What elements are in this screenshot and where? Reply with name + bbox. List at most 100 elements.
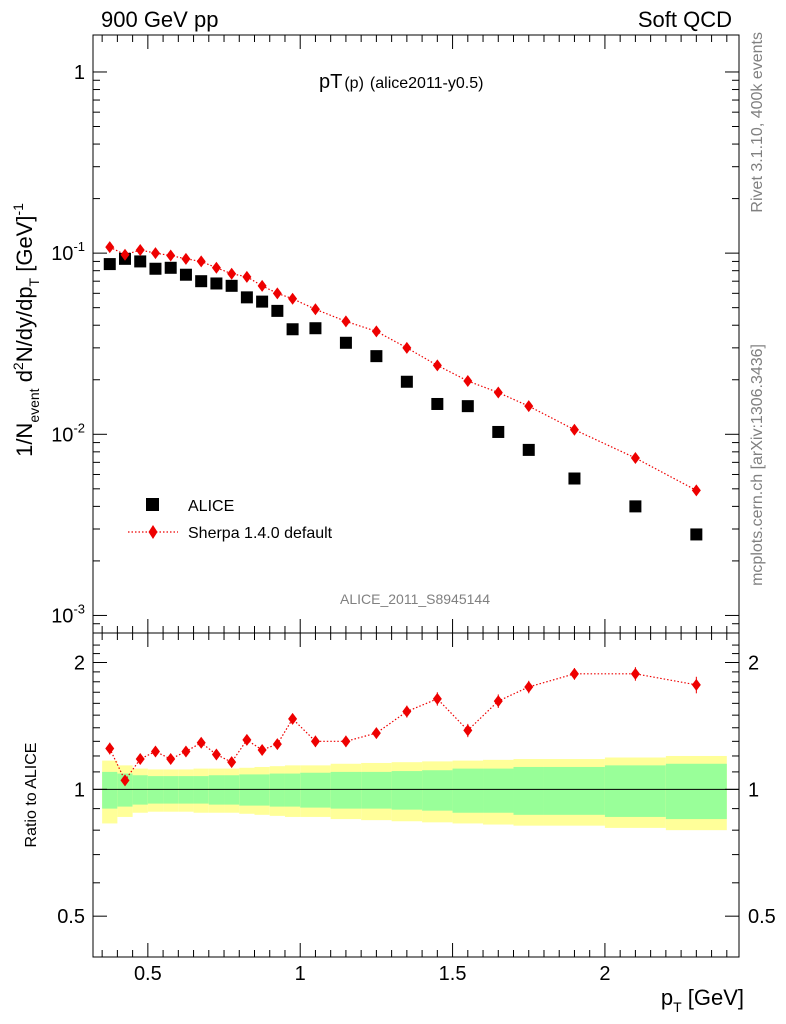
alice-data-point bbox=[309, 322, 322, 335]
alice-data-point bbox=[240, 291, 253, 304]
ylabel-part-d: [GeV] bbox=[12, 216, 37, 278]
legend-label-sherpa: Sherpa 1.4.0 default bbox=[188, 525, 333, 542]
sherpa-data-point bbox=[402, 341, 412, 354]
xlabel-sub: T bbox=[673, 999, 682, 1015]
ratio-data-point bbox=[272, 738, 282, 751]
main-y-tick-exponent: -2 bbox=[73, 420, 85, 435]
plot-title-rest: (alice2011-y0.5) bbox=[370, 75, 484, 92]
alice-data-point bbox=[103, 258, 116, 271]
alice-data-point bbox=[195, 275, 208, 288]
ylabel-part-c: N/dy/dp bbox=[12, 286, 37, 362]
main-series-layer bbox=[103, 241, 703, 541]
ylabel-part-b: d bbox=[12, 370, 37, 388]
sherpa-data-point bbox=[135, 244, 145, 257]
ratio-data-point bbox=[432, 692, 442, 705]
main-y-tick-label: 10-2 bbox=[51, 420, 85, 446]
ratio-data-point bbox=[569, 667, 579, 680]
ratio-y-tick-label-right: 0.5 bbox=[748, 906, 776, 928]
main-y-tick-label: 1 bbox=[74, 62, 85, 84]
alice-data-point bbox=[225, 279, 238, 292]
ratio-data-point bbox=[135, 753, 145, 766]
alice-data-point bbox=[568, 472, 581, 485]
ratio-data-point bbox=[493, 695, 503, 708]
ratio-stat-uncertainty-band bbox=[665, 763, 727, 820]
sherpa-data-point bbox=[341, 315, 351, 328]
legend-marker-sherpa bbox=[148, 525, 158, 539]
ratio-plot-frame bbox=[92, 632, 740, 958]
ratio-axis-ticks: 0.5 0.5 1 1 2 2 0.5 1 1.5 2 bbox=[57, 633, 776, 985]
ratio-stat-uncertainty-band bbox=[178, 776, 194, 804]
ratio-stat-uncertainty-band bbox=[330, 771, 362, 809]
alice-data-point bbox=[522, 443, 535, 456]
ratio-data-point bbox=[196, 736, 206, 749]
ylabel-sup-d: -1 bbox=[10, 203, 26, 216]
ratio-data-point bbox=[402, 705, 412, 718]
ratio-stat-uncertainty-band bbox=[543, 766, 605, 815]
ratio-data-point bbox=[341, 735, 351, 748]
alice-data-point bbox=[286, 323, 299, 336]
x-tick-label: 2 bbox=[599, 963, 610, 985]
alice-data-point bbox=[629, 500, 642, 513]
sherpa-data-point bbox=[150, 247, 160, 260]
ratio-stat-uncertainty-band bbox=[513, 766, 544, 815]
ratio-data-point bbox=[242, 733, 252, 746]
ratio-stat-uncertainty-band bbox=[284, 773, 301, 807]
ratio-data-point bbox=[166, 753, 176, 766]
main-y-tick-label: 10-1 bbox=[51, 239, 85, 265]
x-tick-label: 0.5 bbox=[134, 963, 162, 985]
ratio-stat-uncertainty-band bbox=[193, 776, 209, 804]
header-left-label: 900 GeV pp bbox=[101, 7, 218, 32]
main-y-tick-label: 10-3 bbox=[51, 601, 85, 627]
plot-title: pT (p) (alice2011-y0.5) bbox=[319, 71, 483, 93]
main-y-tick-base: 10 bbox=[51, 243, 73, 265]
sherpa-data-point bbox=[120, 248, 130, 261]
ratio-data-point bbox=[227, 756, 237, 769]
sherpa-curve bbox=[109, 246, 697, 491]
ylabel-sup-b: 2 bbox=[10, 362, 26, 370]
sherpa-data-point bbox=[432, 359, 442, 372]
x-tick-label: 1.5 bbox=[439, 963, 467, 985]
ratio-data-point bbox=[288, 712, 298, 725]
ratio-stat-uncertainty-band bbox=[163, 776, 179, 804]
header-right-label: Soft QCD bbox=[638, 7, 732, 32]
ratio-y-tick-label: 1 bbox=[74, 779, 85, 801]
ratio-data-point bbox=[211, 748, 221, 761]
main-panel: 10-310-210-11 pT (p) (alice2011-y0.5) ALIC… bbox=[10, 34, 740, 634]
ratio-data-point bbox=[371, 727, 381, 740]
sherpa-data-point bbox=[371, 325, 381, 338]
ratio-uncertainty-bands bbox=[102, 755, 727, 831]
ratio-data-point bbox=[691, 678, 701, 691]
ratio-stat-uncertainty-band bbox=[147, 776, 164, 804]
alice-data-point bbox=[339, 336, 352, 349]
x-axis-title: pT [GeV] bbox=[661, 985, 744, 1015]
xlabel-unit: [GeV] bbox=[682, 985, 744, 1010]
ratio-stat-uncertainty-band bbox=[269, 773, 285, 807]
x-tick-label: 1 bbox=[295, 963, 306, 985]
ratio-data-point bbox=[150, 745, 160, 758]
ratio-stat-uncertainty-band bbox=[208, 775, 225, 805]
sherpa-data-point bbox=[463, 374, 473, 387]
sherpa-data-point bbox=[196, 255, 206, 268]
plot-title-main: pT bbox=[319, 71, 342, 93]
alice-data-point bbox=[210, 277, 223, 290]
sherpa-data-point bbox=[493, 386, 503, 399]
ratio-data-point bbox=[463, 724, 473, 737]
ratio-data-point bbox=[257, 743, 267, 756]
sherpa-data-point bbox=[211, 261, 221, 274]
legend-marker-alice bbox=[146, 498, 159, 511]
sherpa-data-point bbox=[272, 287, 282, 300]
alice-data-point bbox=[256, 295, 269, 308]
ratio-data-point bbox=[105, 742, 115, 755]
sherpa-data-point bbox=[181, 252, 191, 265]
sherpa-data-point bbox=[242, 270, 252, 283]
ratio-y-tick-label-right: 2 bbox=[748, 653, 759, 675]
alice-data-point bbox=[370, 350, 383, 363]
ratio-data-point bbox=[181, 745, 191, 758]
ratio-y-axis-title: Ratio to ALICE bbox=[23, 743, 40, 848]
ratio-data-point bbox=[524, 680, 534, 693]
ratio-stat-uncertainty-band bbox=[361, 771, 392, 809]
ratio-stat-uncertainty-band bbox=[422, 770, 453, 811]
ratio-stat-uncertainty-band bbox=[132, 775, 148, 805]
sherpa-data-point bbox=[166, 249, 176, 262]
legend-label-alice: ALICE bbox=[188, 498, 234, 515]
